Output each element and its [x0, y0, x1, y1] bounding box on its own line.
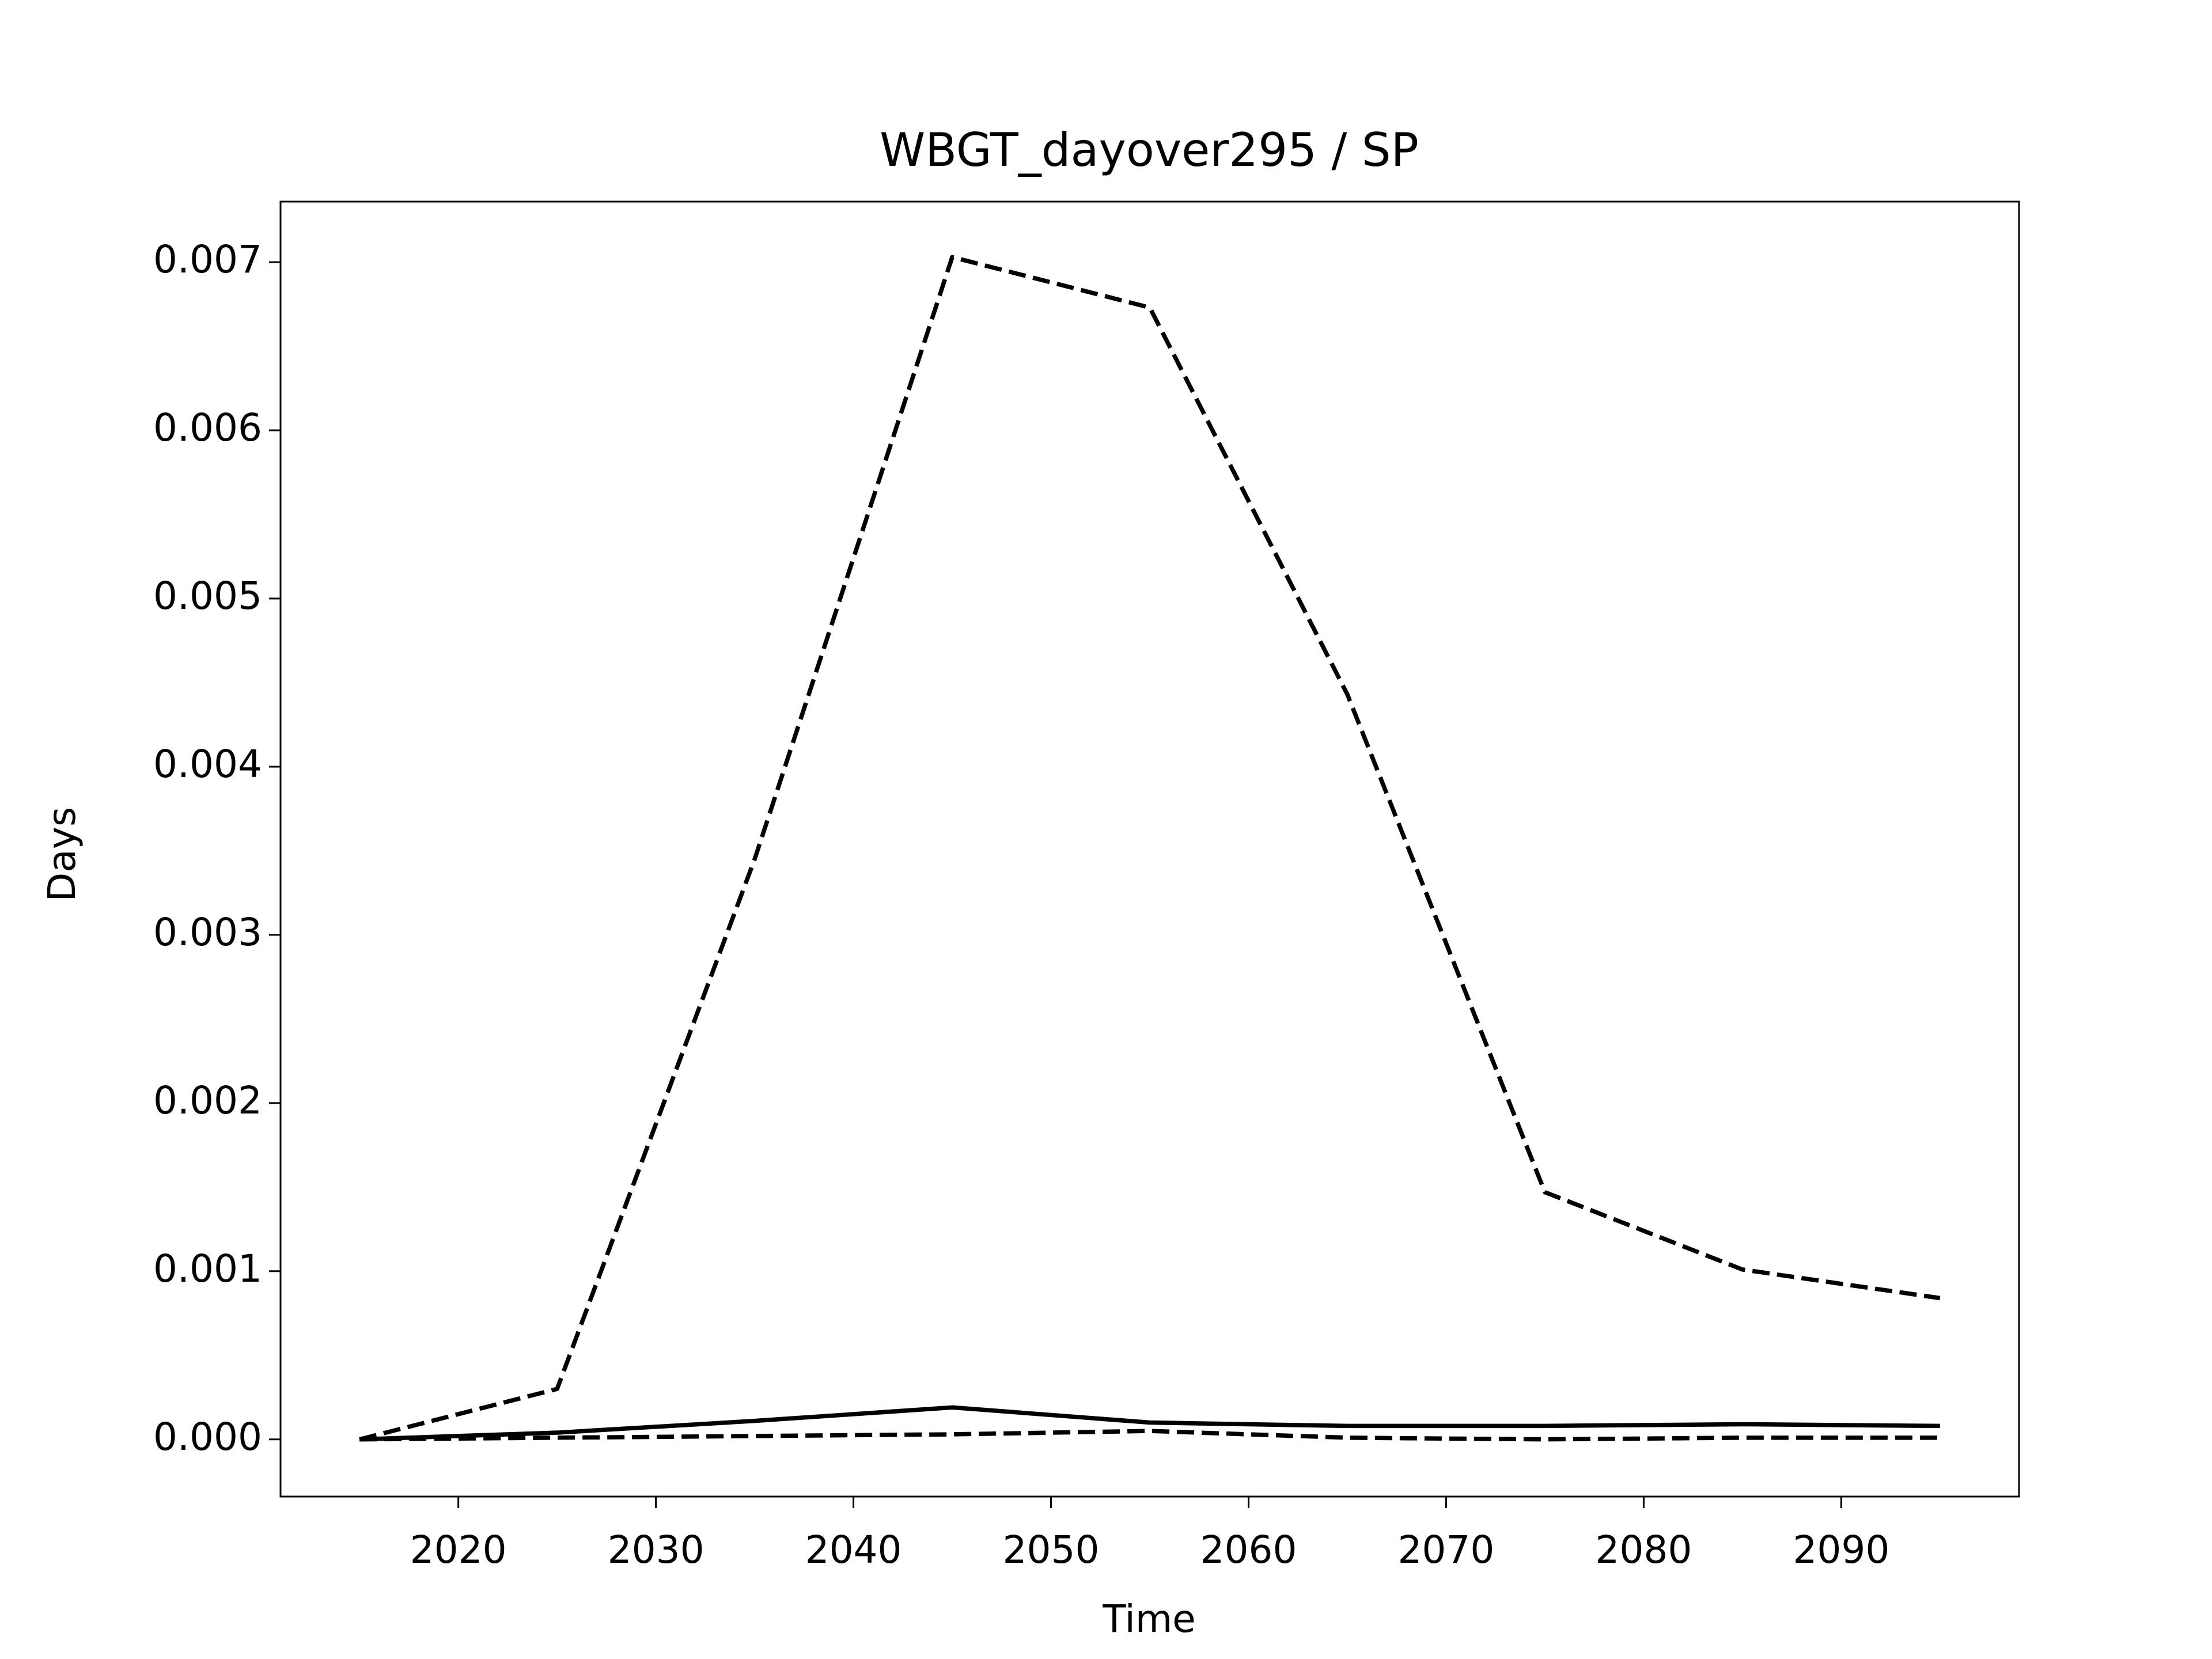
y-tick-label: 0.003 — [153, 910, 262, 955]
y-tick-label: 0.004 — [153, 742, 262, 786]
y-axis-label: Days — [40, 807, 84, 902]
data-line — [359, 255, 1941, 1442]
y-tick-label: 0.001 — [153, 1247, 262, 1291]
chart-title: WBGT_dayover295 / SP — [880, 123, 1419, 177]
x-tick-label: 2090 — [1793, 1528, 1889, 1572]
data-line — [359, 1405, 1940, 1442]
x-axis-label: Time — [1102, 1597, 1196, 1641]
y-tick-label: 0.005 — [153, 574, 262, 618]
x-tick-label: 2040 — [805, 1528, 902, 1572]
plot-frame — [279, 200, 2020, 1498]
y-tick-label: 0.000 — [153, 1415, 262, 1459]
data-line — [359, 1429, 1940, 1442]
x-tick-label: 2050 — [1003, 1528, 1100, 1572]
x-tick-label: 2020 — [410, 1528, 507, 1572]
y-tick-label: 0.006 — [153, 406, 262, 450]
y-tick-label: 0.007 — [153, 237, 262, 282]
x-tick-label: 2070 — [1397, 1528, 1494, 1572]
x-tick-label: 2030 — [608, 1528, 704, 1572]
x-tick-label: 2060 — [1200, 1528, 1297, 1572]
x-tick-label: 2080 — [1595, 1528, 1692, 1572]
y-tick-label: 0.002 — [153, 1078, 262, 1123]
